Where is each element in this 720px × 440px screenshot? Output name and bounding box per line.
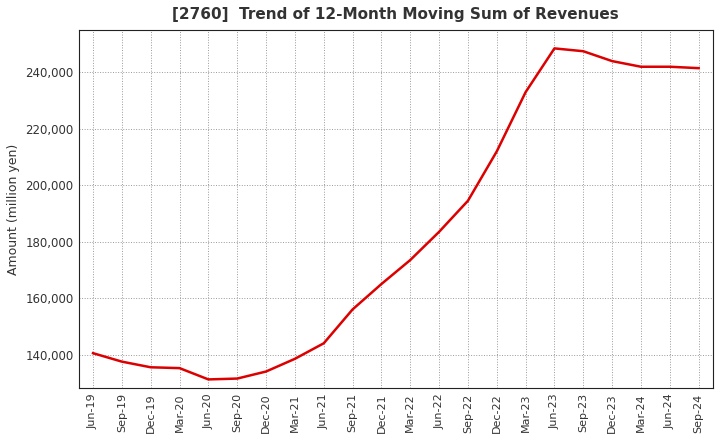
Title: [2760]  Trend of 12-Month Moving Sum of Revenues: [2760] Trend of 12-Month Moving Sum of R… [173, 7, 619, 22]
Y-axis label: Amount (million yen): Amount (million yen) [7, 143, 20, 275]
